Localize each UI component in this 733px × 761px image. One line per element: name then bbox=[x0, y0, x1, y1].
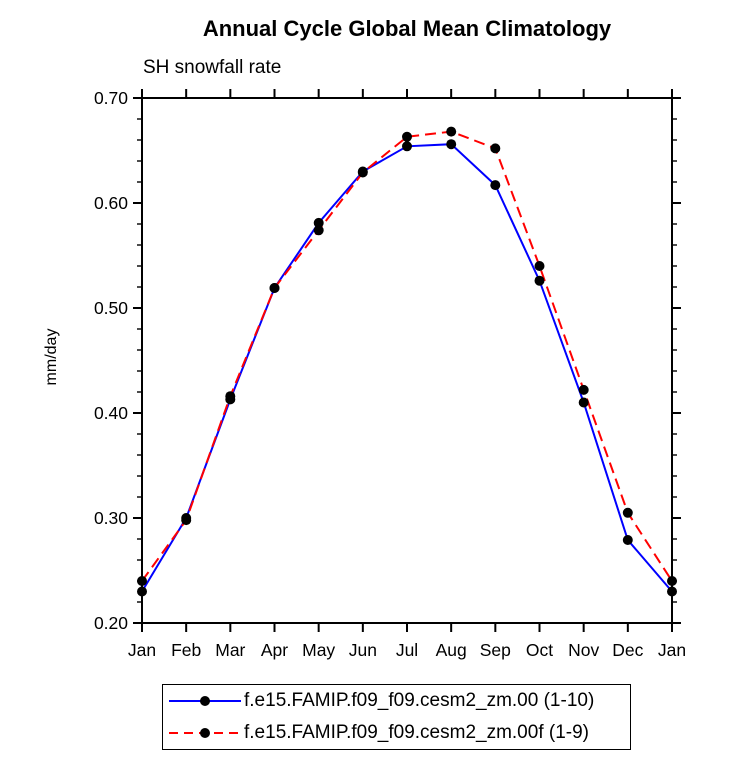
y-tick-label: 0.70 bbox=[94, 88, 128, 108]
legend-label-dashed: f.e15.FAMIP.f09_f09.cesm2_zm.00f (1-9) bbox=[244, 721, 589, 743]
y-tick-label: 0.30 bbox=[94, 508, 128, 528]
x-tick-label: Jun bbox=[349, 640, 377, 660]
legend-label-solid: f.e15.FAMIP.f09_f09.cesm2_zm.00 (1-10) bbox=[244, 690, 595, 712]
legend: f.e15.FAMIP.f09_f09.cesm2_zm.00 (1-10) f… bbox=[162, 684, 631, 750]
x-tick-label: Apr bbox=[261, 640, 288, 660]
series-1 bbox=[141, 130, 673, 582]
legend-dashed-line-icon bbox=[169, 727, 241, 738]
x-tick-label: Mar bbox=[215, 640, 245, 660]
y-tick-label: 0.50 bbox=[94, 298, 128, 318]
x-tick-label: Nov bbox=[568, 640, 599, 660]
x-tick-label: Feb bbox=[171, 640, 201, 660]
x-tick-label: Jan bbox=[658, 640, 686, 660]
x-tick-label: Jul bbox=[396, 640, 418, 660]
x-tick-label: Jan bbox=[128, 640, 156, 660]
series-0 bbox=[141, 143, 673, 593]
x-tick-label: Sep bbox=[480, 640, 511, 660]
x-tick-label: Oct bbox=[526, 640, 553, 660]
chart-subtitle: SH snowfall rate bbox=[143, 57, 282, 78]
y-tick-label: 0.40 bbox=[94, 403, 128, 423]
legend-item-dashed: f.e15.FAMIP.f09_f09.cesm2_zm.00f (1-9) bbox=[168, 718, 630, 748]
x-tick-label: May bbox=[302, 640, 335, 660]
x-tick-label: Aug bbox=[436, 640, 467, 660]
plot-frame bbox=[141, 97, 673, 624]
legend-item-solid: f.e15.FAMIP.f09_f09.cesm2_zm.00 (1-10) bbox=[168, 686, 630, 716]
chart-title: Annual Cycle Global Mean Climatology bbox=[202, 16, 612, 41]
y-tick-label: 0.20 bbox=[94, 613, 128, 633]
x-tick-label: Dec bbox=[612, 640, 643, 660]
legend-solid-line-icon bbox=[169, 696, 241, 707]
y-tick-label: 0.60 bbox=[94, 193, 128, 213]
